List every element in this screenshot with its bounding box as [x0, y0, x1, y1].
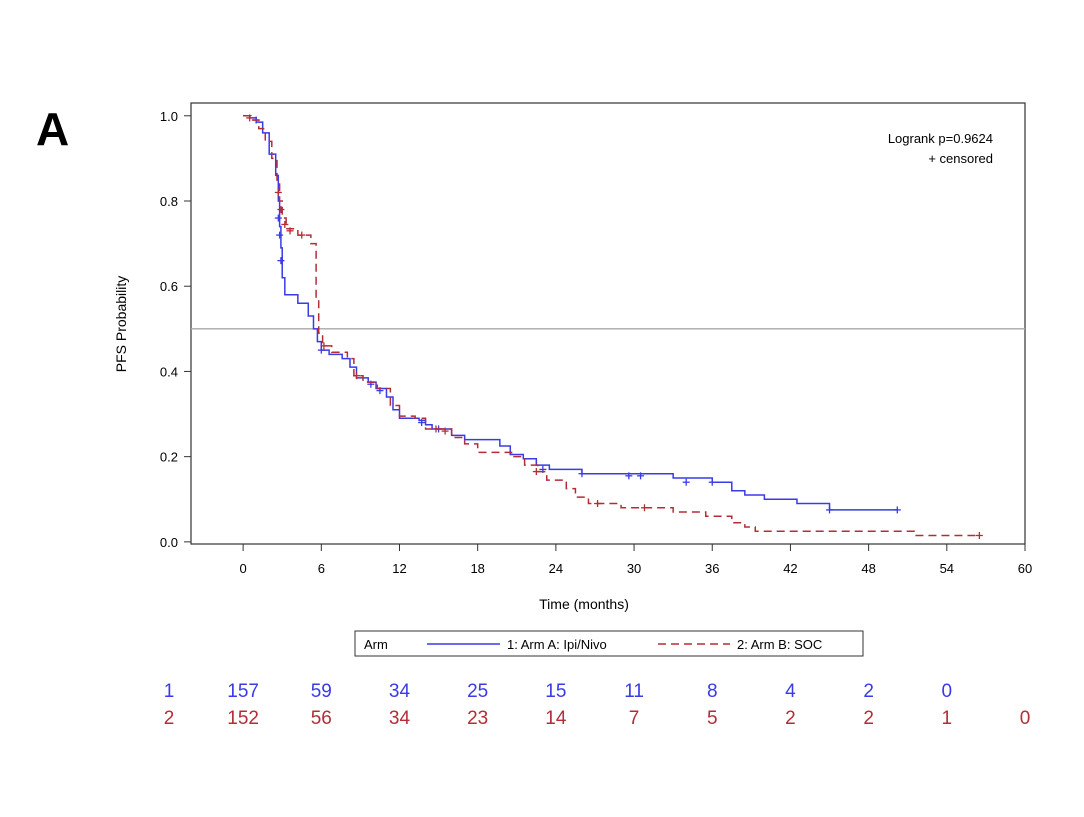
at-risk-count-arm-a: 11 — [624, 681, 644, 702]
at-risk-count-arm-a: 8 — [707, 681, 718, 702]
at-risk-count-arm-b: 14 — [545, 708, 567, 729]
at-risk-count-arm-a: 34 — [389, 681, 411, 702]
x-tick-label: 48 — [861, 561, 875, 576]
at-risk-count-arm-b: 1 — [942, 708, 953, 729]
censor-mark-arm-a — [708, 478, 716, 486]
censor-mark-arm-b — [975, 531, 983, 539]
at-risk-count-arm-b: 0 — [1020, 708, 1031, 729]
censor-mark-arm-b — [532, 468, 540, 476]
y-tick-label: 0.0 — [160, 535, 178, 550]
x-axis-label: Time (months) — [539, 596, 629, 612]
at-risk-count-arm-b: 2 — [785, 708, 796, 729]
y-tick-label: 0.6 — [160, 279, 178, 294]
chart-annotation-censored: + censored — [928, 151, 993, 166]
at-risk-count-arm-b: 34 — [389, 708, 411, 729]
at-risk-count-arm-a: 157 — [227, 681, 259, 702]
censor-mark-arm-b — [277, 206, 285, 214]
y-tick-label: 0.8 — [160, 194, 178, 209]
x-tick-label: 30 — [627, 561, 641, 576]
at-risk-row-label: 1 — [164, 681, 175, 702]
censor-mark-arm-a — [274, 214, 282, 222]
censor-mark-arm-b — [281, 220, 289, 228]
legend-entry-arm-b: 2: Arm B: SOC — [737, 637, 822, 652]
censor-mark-arm-b — [640, 504, 648, 512]
x-tick-label: 12 — [392, 561, 406, 576]
censor-mark-arm-a — [277, 257, 285, 265]
at-risk-count-arm-b: 5 — [707, 708, 718, 729]
x-tick-label: 42 — [783, 561, 797, 576]
censor-mark-arm-a — [578, 470, 586, 478]
panel-label: A — [36, 103, 70, 155]
censor-mark-arm-b — [298, 231, 306, 239]
y-axis-label: PFS Probability — [113, 276, 129, 372]
censor-mark-arm-a — [637, 472, 645, 480]
at-risk-count-arm-b: 152 — [227, 708, 259, 729]
censor-mark-arm-b — [286, 227, 294, 235]
at-risk-count-arm-a: 2 — [863, 681, 874, 702]
censor-mark-arm-a — [682, 478, 690, 486]
at-risk-count-arm-a: 25 — [467, 681, 488, 702]
x-tick-label: 60 — [1018, 561, 1032, 576]
censor-mark-arm-a — [418, 419, 426, 427]
at-risk-count-arm-a: 59 — [311, 681, 332, 702]
km-curve-arm-a — [243, 115, 898, 511]
number-at-risk-table: 1 157 59 34 25 15 11 8 4 2 0 2 152 56 34 23 14 7 5 2 2 1 0 — [164, 681, 1031, 729]
legend-title: Arm — [364, 637, 388, 652]
censor-mark-arm-a — [276, 231, 284, 239]
legend-entry-arm-a: 1: Arm A: Ipi/Nivo — [507, 637, 607, 652]
y-tick-label: 0.4 — [160, 364, 178, 379]
y-tick-label: 0.2 — [160, 450, 178, 465]
at-risk-count-arm-a: 15 — [545, 681, 566, 702]
x-tick-label: 24 — [549, 561, 563, 576]
censor-mark-arm-b — [320, 342, 328, 350]
x-tick-label: 36 — [705, 561, 719, 576]
censor-mark-arm-b — [274, 188, 282, 196]
km-curve-arm-b — [243, 115, 980, 537]
x-tick-label: 18 — [470, 561, 484, 576]
x-tick-label: 54 — [940, 561, 954, 576]
at-risk-count-arm-b: 23 — [467, 708, 488, 729]
at-risk-count-arm-b: 7 — [629, 708, 640, 729]
censor-mark-arm-b — [352, 372, 360, 380]
x-tick-label: 6 — [318, 561, 325, 576]
plot-frame — [190, 102, 1026, 545]
censor-mark-arm-b — [246, 114, 254, 122]
y-tick-label: 1.0 — [160, 109, 178, 124]
at-risk-count-arm-b: 2 — [863, 708, 874, 729]
x-tick-label: 0 — [240, 561, 247, 576]
censor-mark-arm-b — [432, 425, 440, 433]
censor-mark-arm-a — [317, 346, 325, 354]
censor-mark-arm-a — [625, 472, 633, 480]
at-risk-count-arm-a: 4 — [785, 681, 796, 702]
at-risk-row-label: 2 — [164, 708, 175, 729]
censor-mark-arm-b — [594, 500, 602, 508]
legend: Arm 1: Arm A: Ipi/Nivo 2: Arm B: SOC — [354, 630, 864, 657]
at-risk-count-arm-b: 56 — [311, 708, 332, 729]
censor-mark-arm-b — [441, 427, 449, 435]
censor-mark-arm-a — [893, 506, 901, 514]
chart-annotation-logrank: Logrank p=0.9624 — [888, 131, 993, 146]
at-risk-count-arm-a: 0 — [942, 681, 953, 702]
censor-mark-arm-a — [826, 506, 834, 514]
